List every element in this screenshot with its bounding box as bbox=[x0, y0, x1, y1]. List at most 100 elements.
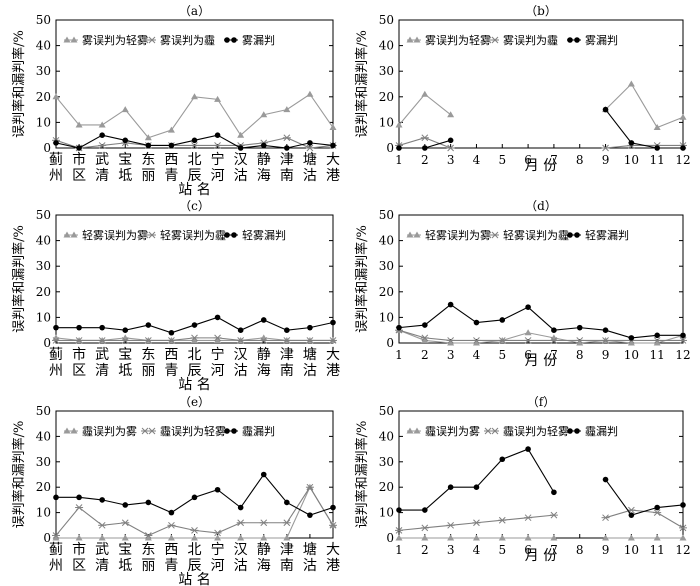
panel-title: （c） bbox=[179, 199, 210, 213]
series-triangle bbox=[52, 483, 337, 541]
x-tick-label-bottom: 坻 bbox=[118, 168, 132, 184]
data-point-d2 bbox=[679, 524, 687, 532]
data-point-d2 bbox=[168, 521, 175, 529]
data-point bbox=[282, 134, 291, 142]
x-tick-label: 2 bbox=[421, 348, 429, 362]
y-tick-label: 10 bbox=[36, 506, 51, 520]
data-point bbox=[282, 337, 291, 344]
data-point bbox=[260, 142, 267, 149]
data-point bbox=[53, 140, 59, 146]
x-tick-label-top: 汉 bbox=[234, 347, 248, 363]
data-point bbox=[305, 337, 314, 344]
y-tick-label: 10 bbox=[379, 310, 394, 324]
x-tick-label: 3 bbox=[447, 543, 455, 557]
data-point bbox=[236, 519, 245, 527]
data-point bbox=[190, 334, 199, 342]
y-tick-label: 30 bbox=[36, 259, 51, 273]
data-point bbox=[498, 337, 507, 344]
x-tick-label: 3 bbox=[447, 348, 455, 362]
legend-label: 轻雾误判为雾 bbox=[425, 228, 491, 242]
legend-marker-star bbox=[484, 231, 492, 239]
data-point-d2 bbox=[98, 337, 106, 344]
x-tick-label-bottom: 南 bbox=[280, 168, 294, 184]
data-point bbox=[214, 486, 221, 493]
data-point bbox=[237, 131, 245, 138]
x-tick-label: 4 bbox=[473, 153, 481, 167]
legend-item: 霾漏判 bbox=[567, 425, 618, 438]
panel-title: （d） bbox=[525, 199, 557, 213]
data-point bbox=[396, 145, 402, 151]
x-tick-label: 8 bbox=[576, 348, 584, 362]
data-point bbox=[628, 335, 635, 341]
x-tick-label-top: 武 bbox=[95, 152, 109, 168]
data-point bbox=[122, 502, 129, 508]
y-tick-label: 0 bbox=[386, 141, 394, 155]
data-point bbox=[98, 337, 107, 344]
x-tick-label-top: 津 bbox=[280, 542, 294, 558]
legend-label: 轻雾误判为霾 bbox=[160, 228, 226, 242]
data-point-d2 bbox=[602, 337, 609, 344]
x-tick-label-bottom: 港 bbox=[326, 558, 340, 574]
data-point bbox=[601, 514, 610, 522]
data-point bbox=[654, 332, 660, 339]
x-tick-label-bottom: 港 bbox=[326, 363, 340, 379]
legend-marker-triangle bbox=[406, 427, 414, 434]
data-point bbox=[52, 93, 60, 100]
data-point bbox=[283, 106, 291, 113]
legend-item: 雾漏判 bbox=[567, 34, 618, 47]
legend-marker-star bbox=[491, 427, 499, 435]
x-tick-label-bottom: 青 bbox=[164, 168, 178, 184]
x-tick-label-bottom: 沽 bbox=[234, 168, 248, 184]
data-point-d2 bbox=[653, 337, 661, 344]
y-tick-label: 0 bbox=[43, 141, 51, 155]
data-point bbox=[472, 519, 481, 527]
legend-item: 轻雾误判为霾 bbox=[141, 228, 226, 242]
data-point bbox=[98, 121, 106, 128]
y-tick-label: 10 bbox=[36, 115, 51, 129]
series-dot bbox=[53, 132, 336, 151]
x-tick-label-top: 宁 bbox=[211, 541, 225, 558]
x-tick-label-top: 静 bbox=[257, 152, 271, 168]
data-point bbox=[53, 324, 59, 331]
data-point bbox=[628, 512, 635, 518]
data-point bbox=[550, 534, 558, 541]
data-point bbox=[214, 314, 221, 321]
data-point-d2 bbox=[98, 521, 106, 529]
series-dot bbox=[396, 446, 686, 518]
legend-item: 霾误判为轻雾 bbox=[484, 424, 569, 438]
data-point-d2 bbox=[191, 142, 198, 149]
x-tick-label: 12 bbox=[675, 153, 690, 167]
legend-marker-dot bbox=[567, 232, 573, 238]
x-tick-label-bottom: 沽 bbox=[234, 363, 248, 379]
data-point-d2 bbox=[283, 337, 291, 344]
data-point bbox=[260, 111, 268, 118]
legend-marker-star-d2 bbox=[148, 231, 156, 239]
x-tick-label-bottom: 州 bbox=[49, 558, 63, 574]
x-tick-label: 6 bbox=[524, 153, 532, 167]
legend-label: 霾误判为雾 bbox=[82, 425, 137, 438]
series-dot bbox=[53, 471, 336, 518]
x-tick-label-bottom: 河 bbox=[211, 363, 225, 379]
x-tick-label-bottom: 州 bbox=[49, 363, 63, 379]
legend-marker-dot bbox=[574, 37, 580, 43]
legend-item: 雾误判为轻雾 bbox=[406, 33, 491, 47]
data-point-d2 bbox=[421, 334, 429, 342]
x-tick-label-top: 汉 bbox=[234, 152, 248, 168]
data-point-d2 bbox=[237, 519, 245, 527]
x-tick-label-top: 市 bbox=[72, 151, 86, 168]
data-point-d2 bbox=[473, 337, 480, 344]
x-tick-label-top: 宝 bbox=[118, 542, 132, 558]
legend-item: 雾误判为霾 bbox=[484, 34, 558, 47]
x-tick-label-bottom: 港 bbox=[326, 168, 340, 184]
data-point-d2 bbox=[168, 337, 175, 344]
x-tick-label-bottom: 清 bbox=[95, 168, 109, 184]
data-point bbox=[628, 140, 635, 146]
data-point-d2 bbox=[260, 337, 268, 344]
data-point-d2 bbox=[576, 337, 584, 344]
x-tick-label-top: 津 bbox=[280, 152, 294, 168]
legend-label: 霾漏判 bbox=[585, 425, 618, 438]
x-tick-label-bottom: 区 bbox=[72, 558, 86, 574]
data-point bbox=[98, 521, 107, 529]
